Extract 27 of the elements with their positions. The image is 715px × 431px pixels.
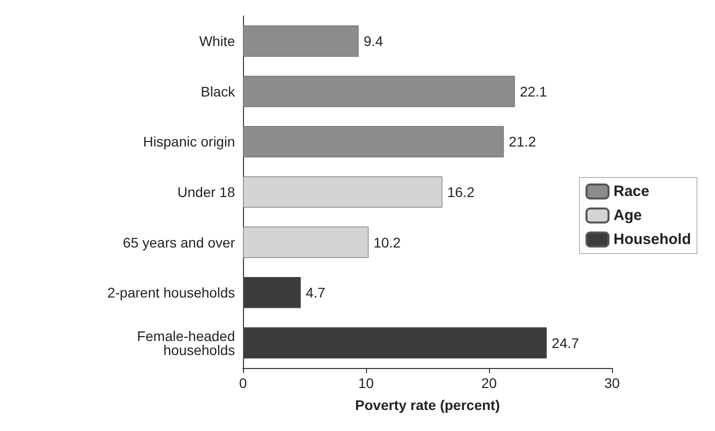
y-tick-label: Under 18	[177, 184, 236, 200]
legend-label: Age	[614, 207, 642, 224]
y-tick-label: 65 years and over	[122, 234, 236, 250]
legend-label: Race	[614, 183, 650, 200]
x-tick-label: 10	[358, 375, 374, 391]
bar	[243, 26, 359, 57]
y-tick-label: Hispanic origin	[143, 134, 235, 150]
x-tick-label: 20	[481, 375, 497, 391]
bar	[243, 126, 504, 158]
x-tick-label: 30	[604, 375, 620, 391]
y-tick-label: 2-parent households	[107, 284, 235, 301]
data-label: 24.7	[552, 334, 580, 351]
bar	[243, 176, 442, 208]
x-tick-label: 0	[239, 375, 248, 391]
y-tick-label: Black	[200, 83, 236, 100]
legend-label: Household	[614, 231, 691, 248]
data-label: 9.4	[364, 33, 384, 50]
x-axis-title: Poverty rate (percent)	[355, 397, 500, 413]
data-label: 10.2	[373, 234, 401, 250]
data-label: 21.2	[508, 134, 536, 150]
data-label: 22.1	[520, 83, 548, 100]
bar	[243, 76, 515, 108]
data-label: 4.7	[306, 284, 326, 301]
y-tick-label: Female-headed households	[136, 328, 235, 358]
y-tick-label: White	[199, 33, 236, 50]
bar	[243, 226, 368, 258]
data-label: 16.2	[447, 184, 475, 200]
